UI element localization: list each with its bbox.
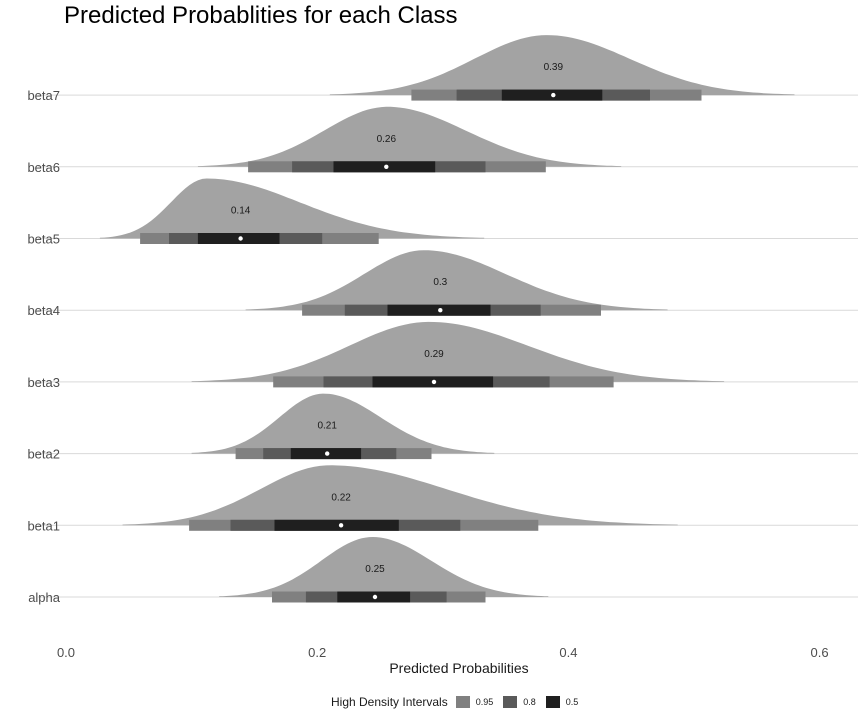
x-tick-label-2: 0.4 xyxy=(559,645,577,660)
median-point-beta3 xyxy=(431,379,437,385)
median-point-beta7 xyxy=(551,92,556,98)
median-point-beta6 xyxy=(384,164,389,169)
median-label-alpha: 0.25 xyxy=(365,564,385,575)
y-axis-tick-labels: alpha beta1 beta2 beta3 beta4 beta5 beta6 beta7 xyxy=(27,88,60,605)
median-label-layer: 0.25 0.22 0.21 0.29 0.3 0.14 0.26 0.39 xyxy=(231,62,564,575)
density-beta2 xyxy=(191,393,495,454)
x-tick-label-3: 0.6 xyxy=(811,645,829,660)
median-label-beta6: 0.26 xyxy=(377,134,397,145)
x-axis-tick-labels: 0.0 0.2 0.4 0.6 xyxy=(57,645,829,660)
density-beta3 xyxy=(191,321,725,382)
interval-hdi50-beta1 xyxy=(274,519,399,531)
legend-swatch-50 xyxy=(545,696,560,708)
median-label-beta3: 0.29 xyxy=(424,349,444,360)
median-point-layer xyxy=(238,92,556,600)
legend-swatch-95 xyxy=(455,696,470,708)
legend: High Density Intervals 0.95 0.8 0.5 xyxy=(331,694,588,710)
density-beta6 xyxy=(197,106,622,167)
density-beta1 xyxy=(122,465,678,526)
density-alpha xyxy=(219,537,549,597)
median-label-beta7: 0.39 xyxy=(544,62,564,73)
legend-swatch-80 xyxy=(503,696,518,708)
legend-label-80: 0.8 xyxy=(523,697,536,707)
median-label-beta1: 0.22 xyxy=(331,492,351,503)
median-point-beta1 xyxy=(338,523,344,528)
density-beta4 xyxy=(245,250,668,311)
density-layer xyxy=(99,35,795,597)
median-point-alpha xyxy=(372,594,378,600)
legend-label-95: 0.95 xyxy=(475,697,494,707)
x-tick-label-0: 0.0 xyxy=(57,645,75,660)
median-point-beta5 xyxy=(238,236,243,241)
y-tick-label-beta4: beta4 xyxy=(27,303,60,318)
x-tick-label-1: 0.2 xyxy=(308,645,326,660)
legend-title: High Density Intervals xyxy=(331,695,448,709)
y-tick-label-beta5: beta5 xyxy=(27,232,60,247)
y-tick-label-beta3: beta3 xyxy=(27,375,60,390)
x-axis-title: Predicted Probabilities xyxy=(389,660,528,676)
y-tick-label-beta7: beta7 xyxy=(27,88,60,103)
median-point-beta2 xyxy=(325,451,330,456)
median-label-beta2: 0.21 xyxy=(317,421,337,432)
legend-label-50: 0.5 xyxy=(565,697,579,707)
y-tick-label-beta2: beta2 xyxy=(27,447,60,462)
density-beta7 xyxy=(329,35,795,96)
y-tick-label-beta1: beta1 xyxy=(27,518,60,533)
y-tick-label-alpha: alpha xyxy=(28,590,61,605)
median-label-beta5: 0.14 xyxy=(231,206,251,217)
density-beta5 xyxy=(99,178,485,239)
chart-title: Predicted Probablities for each Class xyxy=(64,2,458,29)
y-tick-label-beta6: beta6 xyxy=(27,160,60,175)
median-label-beta4: 0.3 xyxy=(433,277,447,288)
median-point-beta4 xyxy=(438,308,443,313)
